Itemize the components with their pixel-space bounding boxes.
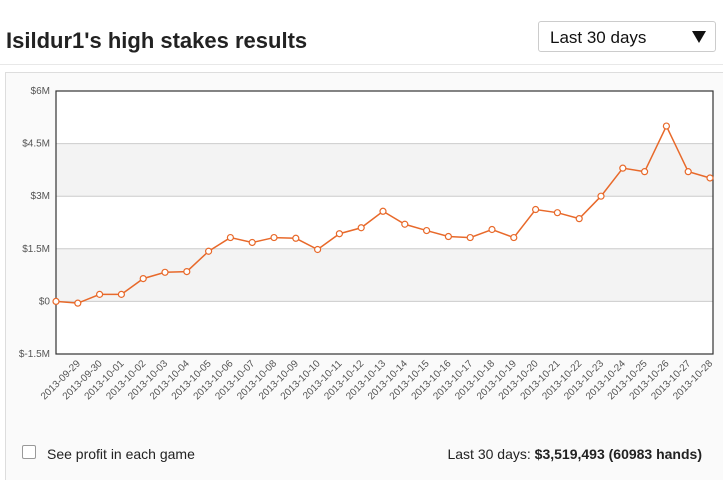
data-point — [248, 238, 256, 247]
grid-band — [56, 143, 713, 197]
data-point — [95, 290, 104, 298]
checkbox-label[interactable]: See profit in each game — [47, 446, 195, 462]
divider — [0, 64, 723, 65]
y-tick-label: $6M — [31, 86, 50, 97]
data-point — [597, 192, 605, 200]
y-tick-label: $1.5M — [22, 244, 50, 255]
y-tick-label: $0 — [39, 296, 51, 307]
plot-background — [56, 91, 713, 354]
data-point — [531, 205, 540, 214]
checkbox[interactable] — [22, 445, 36, 459]
summary-label: Last 30 days: — [447, 446, 531, 462]
data-point — [444, 232, 452, 241]
data-point — [401, 220, 409, 228]
data-point — [684, 168, 692, 176]
chart: $-1.5M$0$1.5M$3M$4.5M$6M2013-09-292013-0… — [19, 86, 716, 402]
data-point — [488, 225, 496, 234]
data-point — [74, 299, 82, 307]
data-point — [292, 234, 300, 242]
plot-border — [55, 90, 714, 355]
y-tick-label: $-1.5M — [19, 349, 50, 360]
dropdown-arrow — [692, 31, 706, 43]
data-point — [335, 230, 343, 238]
page-title: Isildur1's high stakes results — [6, 28, 308, 53]
data-point — [379, 207, 387, 215]
data-point — [314, 245, 322, 254]
summary-value: $3,519,493 (60983 hands) — [534, 446, 702, 462]
data-point — [270, 233, 278, 242]
y-tick-label: $3M — [31, 191, 50, 202]
data-point — [161, 268, 169, 276]
data-point — [139, 275, 147, 283]
data-point — [575, 215, 583, 223]
data-point — [226, 233, 234, 242]
data-point — [52, 297, 60, 305]
y-tick-label: $4.5M — [22, 139, 50, 150]
chart-panel: $-1.5M $0 $1.5M $3M $4.5M $6M 2013-09-29 2013-0… — [5, 72, 723, 480]
data-point — [706, 174, 714, 182]
data-point — [466, 233, 474, 242]
data-point — [619, 164, 627, 172]
data-point — [357, 224, 365, 232]
range-dropdown[interactable]: Last 30 days — [538, 21, 716, 52]
data-point — [183, 267, 191, 276]
data-point — [423, 226, 431, 235]
dropdown-label: Last 30 days — [550, 28, 647, 47]
summary: Last 30 days: $3,519,493 (60983 hands) — [447, 446, 702, 462]
data-point — [510, 233, 518, 242]
data-point — [662, 122, 671, 130]
data-point — [205, 247, 213, 255]
data-point — [553, 209, 562, 217]
data-point — [640, 168, 649, 176]
data-point — [117, 290, 126, 298]
